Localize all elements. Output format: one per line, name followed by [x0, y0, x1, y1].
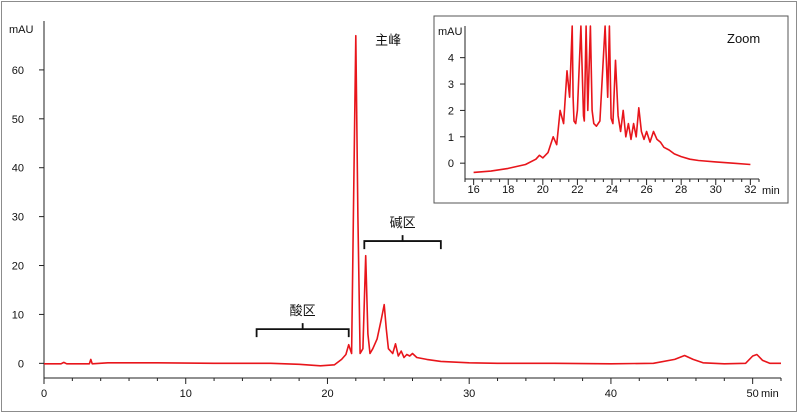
inset-y-axis-ticks: 0 1 2 3 4 — [448, 53, 465, 170]
x-tick-label: 20 — [537, 184, 549, 196]
x-tick-label: 30 — [710, 184, 722, 196]
y-tick-label: 0 — [18, 358, 24, 370]
y-tick-label: 20 — [12, 261, 24, 273]
y-tick-label: 40 — [12, 163, 24, 175]
main-x-axis-label: min — [761, 388, 779, 400]
inset-y-axis-label: mAU — [438, 26, 463, 38]
y-tick-label: 60 — [12, 65, 24, 77]
region-bracket — [255, 323, 350, 338]
x-tick-label: 10 — [180, 388, 192, 400]
inset-series-line — [473, 25, 751, 174]
region-bracket — [363, 235, 442, 250]
x-tick-label: 26 — [640, 184, 652, 196]
y-tick-label: 30 — [12, 212, 24, 224]
x-tick-label: 40 — [605, 388, 617, 400]
x-tick-label: 30 — [463, 388, 475, 400]
inset-x-axis-label: min — [762, 185, 780, 197]
y-tick-label: 10 — [12, 309, 24, 321]
x-tick-label: 24 — [606, 184, 618, 196]
y-tick-label: 4 — [448, 53, 454, 65]
inset-title: Zoom — [727, 31, 760, 46]
y-tick-label: 0 — [448, 158, 454, 170]
x-tick-label: 28 — [675, 184, 687, 196]
chart-frame: 0 10 20 30 40 50 60 0 10 20 30 40 50 mAU min 主峰 酸区 碱区… — [1, 1, 797, 412]
x-tick-label: 16 — [468, 184, 480, 196]
inset-axes — [464, 26, 759, 180]
x-tick-label: 18 — [502, 184, 514, 196]
main-axes — [43, 21, 781, 379]
y-tick-label: 2 — [448, 105, 454, 117]
x-tick-label: 22 — [571, 184, 583, 196]
y-tick-label: 50 — [12, 114, 24, 126]
main-y-axis-label: mAU — [9, 24, 34, 36]
y-tick-label: 1 — [448, 132, 454, 144]
main-series-line — [44, 34, 781, 367]
region-label: 碱区 — [390, 216, 416, 231]
peak-label: 主峰 — [375, 34, 401, 49]
y-tick-label: 3 — [448, 79, 454, 91]
inset-zoom-plot: 0 1 2 3 4 16 18 20 22 24 26 28 30 32 mAU min Zoom — [433, 15, 789, 204]
region-label: 酸区 — [290, 304, 316, 319]
x-tick-label: 0 — [41, 388, 47, 400]
main-x-axis-ticks: 0 10 20 30 40 50 — [41, 378, 782, 400]
inset-x-axis-ticks: 16 18 20 22 24 26 28 30 32 — [464, 179, 760, 196]
x-tick-label: 32 — [744, 184, 756, 196]
x-tick-label: 50 — [747, 388, 759, 400]
main-y-axis-ticks: 0 10 20 30 40 50 60 — [12, 65, 44, 370]
x-tick-label: 20 — [321, 388, 333, 400]
